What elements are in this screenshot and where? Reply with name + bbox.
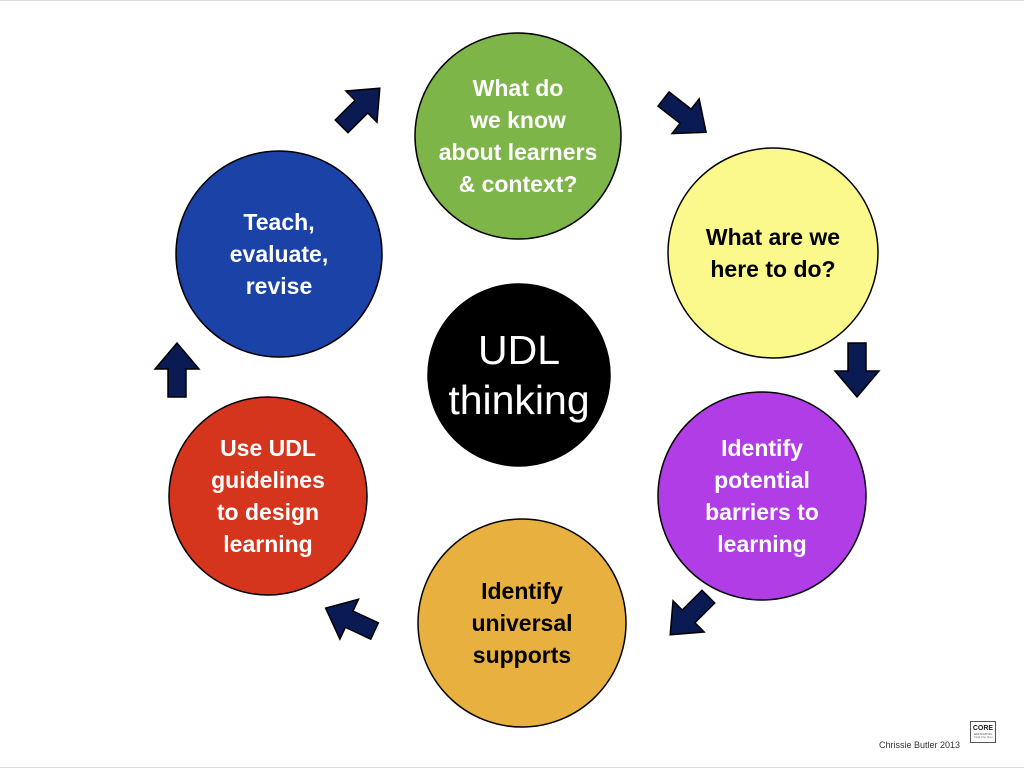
step-circle-teach-evaluate-shape [175, 150, 383, 358]
cycle-arrow-icon [324, 598, 380, 641]
logo-sub2-text: Tātai Aho Rau [973, 735, 993, 739]
step-circle-use-guidelines-shape [168, 396, 368, 596]
step-circle-universal-supports-label-line: universal [472, 610, 573, 636]
center-circle-udl-thinking-label-line: thinking [448, 377, 589, 423]
step-circle-here-to-do-shape [667, 147, 879, 359]
step-circle-use-guidelines-label-line: to design [217, 499, 319, 525]
step-circle-know-learners-label-line: we know [469, 107, 566, 133]
step-circle-universal-supports: Identify universal supports [417, 518, 627, 728]
step-circle-here-to-do: What are we here to do? [667, 147, 879, 359]
step-circle-identify-barriers-label-line: barriers to [705, 499, 819, 525]
step-circle-identify-barriers-label-line: Identify [721, 435, 803, 461]
step-circle-teach-evaluate-label-line: Teach, [243, 209, 314, 235]
step-circle-use-guidelines-label-line: Use UDL [220, 435, 316, 461]
step-circle-here-to-do-label-line: What are we [706, 224, 840, 250]
step-circle-teach-evaluate-label-line: revise [246, 273, 313, 299]
step-circle-use-guidelines: Use UDL guidelines to design learning [168, 396, 368, 596]
step-circle-identify-barriers: Identify potential barriers to learning [657, 391, 867, 601]
step-circle-universal-supports-label-line: supports [473, 642, 571, 668]
core-education-logo: CORE EDUCATION Tātai Aho Rau [970, 721, 996, 743]
step-circle-know-learners-label-line: about learners [439, 139, 598, 165]
step-circle-universal-supports-shape [417, 518, 627, 728]
logo-sub-text: EDUCATION [974, 732, 992, 736]
cycle-arrow-icon [833, 342, 881, 399]
cycle-arrow-icon [669, 589, 716, 636]
step-circle-identify-barriers-label-line: potential [714, 467, 810, 493]
step-circle-know-learners-shape [414, 32, 622, 240]
cycle-arrow-icon [153, 341, 201, 398]
step-circle-identify-barriers-label-line: learning [717, 531, 806, 557]
step-circle-use-guidelines-label-line: learning [223, 531, 312, 557]
step-circle-use-guidelines-label-line: guidelines [211, 467, 325, 493]
step-circle-know-learners-label-line: & context? [459, 171, 578, 197]
step-circle-teach-evaluate: Teach, evaluate, revise [175, 150, 383, 358]
step-circle-know-learners: What do we know about learners & context? [414, 32, 622, 240]
cycle-arrow-icon [656, 90, 707, 135]
step-circle-here-to-do-label-line: here to do? [710, 256, 835, 282]
center-circle-udl-thinking-label-line: UDL [478, 327, 560, 373]
cycle-arrow-icon [334, 87, 381, 134]
step-circle-know-learners-label-line: What do [473, 75, 564, 101]
logo-main-text: CORE [972, 725, 994, 732]
center-circle-udl-thinking-shape [427, 283, 611, 467]
author-credit: Chrissie Butler 2013 [879, 740, 961, 750]
step-circle-identify-barriers-shape [657, 391, 867, 601]
step-circle-teach-evaluate-label-line: evaluate, [230, 241, 328, 267]
step-circle-universal-supports-label-line: Identify [481, 578, 563, 604]
